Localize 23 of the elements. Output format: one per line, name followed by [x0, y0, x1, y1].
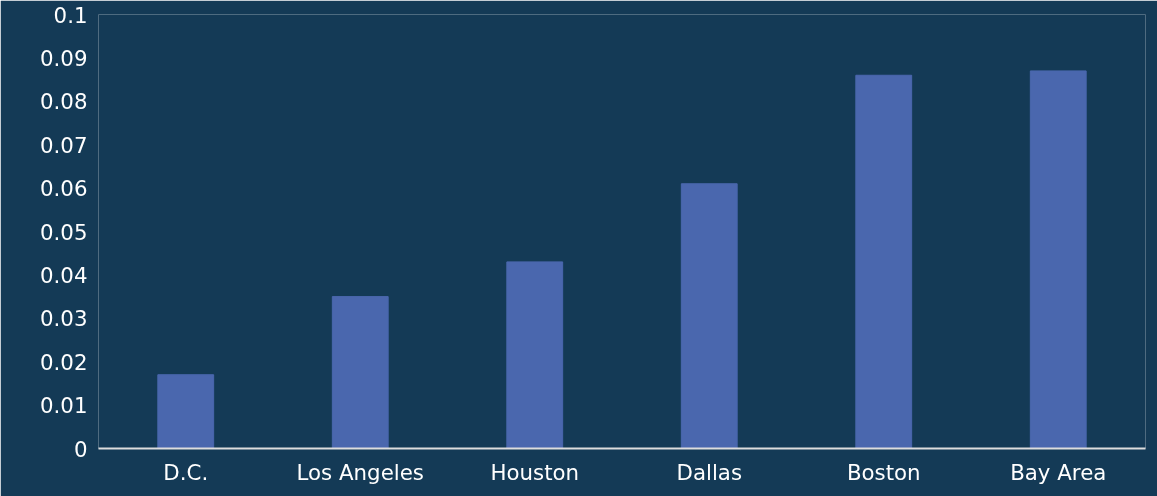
y-tick-label: 0.06 — [40, 176, 88, 202]
x-tick-label: Boston — [846, 459, 921, 485]
bar — [506, 261, 564, 449]
y-tick-label: 0.07 — [40, 132, 88, 158]
bar — [680, 183, 738, 449]
y-tick-label: 0.1 — [53, 2, 88, 28]
x-tick-label: D.C. — [163, 459, 209, 485]
y-tick-label: 0.09 — [40, 45, 88, 71]
y-tick-label: 0.01 — [40, 393, 88, 419]
bar — [855, 74, 913, 449]
x-tick-label: Bay Area — [1010, 459, 1107, 485]
y-tick-label: 0.05 — [40, 219, 88, 245]
bar — [157, 374, 215, 449]
x-tick-label: Houston — [490, 459, 580, 485]
y-tick-label: 0.03 — [40, 306, 88, 332]
y-tick-label: 0.08 — [40, 89, 88, 115]
y-tick-label: 0 — [73, 436, 88, 462]
x-tick-label: Dallas — [676, 459, 743, 485]
x-tick-label: Los Angeles — [296, 459, 424, 485]
bar — [1029, 70, 1087, 449]
bar — [331, 296, 389, 449]
y-tick-label: 0.04 — [40, 262, 88, 288]
y-tick-label: 0.02 — [40, 349, 88, 375]
